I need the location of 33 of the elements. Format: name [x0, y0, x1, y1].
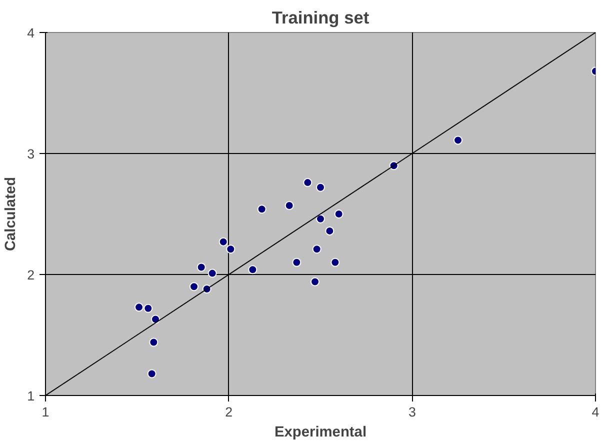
y-tick-label: 4 — [27, 26, 36, 40]
point — [218, 237, 228, 246]
chart-title: Training set — [272, 8, 370, 28]
point — [292, 258, 302, 267]
point — [334, 210, 344, 218]
point — [257, 204, 266, 214]
point — [325, 226, 334, 236]
y-axis-title: Calculated — [3, 176, 20, 252]
point — [330, 258, 340, 267]
point — [147, 369, 156, 378]
y-tick-label: 1 — [27, 388, 35, 404]
point — [312, 244, 322, 254]
x-tick-label: 4 — [592, 404, 600, 420]
x-tick-label: 1 — [42, 404, 50, 420]
point — [316, 214, 325, 224]
point — [149, 338, 158, 347]
point — [190, 282, 198, 292]
point — [310, 277, 320, 286]
point — [196, 262, 206, 272]
point — [303, 178, 312, 188]
point — [134, 302, 144, 312]
point — [454, 136, 462, 145]
x-axis-title: Experimental — [274, 424, 367, 440]
x-tick-label: 3 — [408, 404, 416, 420]
point — [208, 268, 217, 278]
y-tick-label: 2 — [27, 268, 35, 282]
point — [316, 182, 325, 192]
point — [284, 201, 294, 210]
point — [226, 244, 236, 254]
x-tick-label: 2 — [225, 404, 233, 420]
point — [144, 304, 153, 313]
point — [248, 265, 258, 274]
y-tick-label: 3 — [27, 146, 35, 162]
